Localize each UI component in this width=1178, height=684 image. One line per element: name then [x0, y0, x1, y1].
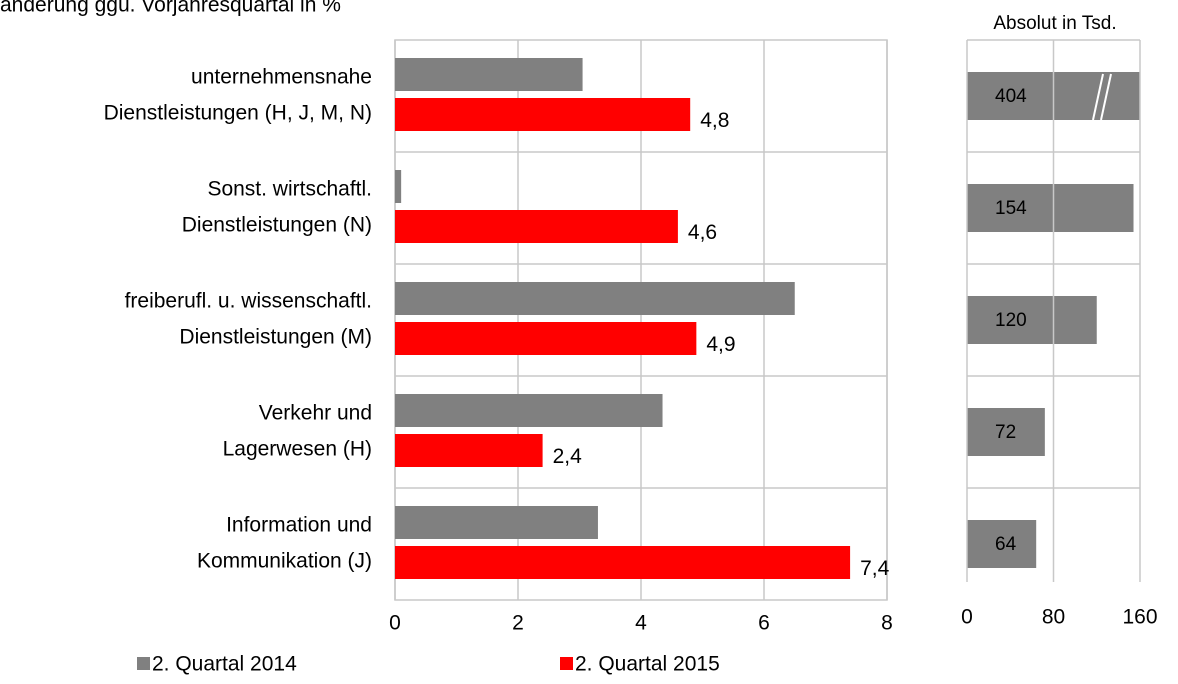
- x-tick-label: 2: [512, 612, 524, 635]
- x-tick-label: 6: [758, 612, 770, 635]
- bar: [967, 520, 1037, 568]
- category-label: Verkehr und: [259, 402, 372, 425]
- plot-main: 0 2 4 6 8 unternehmensnahe Dienstleistungen (H…: [104, 39, 893, 676]
- value-label: 4,8: [700, 109, 729, 132]
- bar: [967, 296, 1097, 344]
- value-label: 120: [995, 310, 1027, 331]
- bar: [395, 170, 402, 203]
- bar: [395, 322, 697, 355]
- bar: [395, 282, 795, 315]
- x-tick-label: 8: [881, 612, 893, 635]
- x-tick-label: 0: [961, 606, 973, 629]
- bar: [395, 506, 598, 539]
- value-label: 154: [995, 198, 1027, 219]
- x-tick-label: 0: [389, 612, 401, 635]
- bar: [967, 184, 1134, 232]
- category-label: Lagerwesen (H): [223, 438, 372, 461]
- bar: [967, 408, 1045, 456]
- legend-label: 2. Quartal 2014: [152, 653, 297, 676]
- plot-absolute: [967, 72, 1140, 568]
- chart-title: änderung ggü. Vorjahresquartal in %: [0, 0, 341, 17]
- category-label: freiberufl. u. wissenschaftl.: [125, 290, 372, 313]
- x-tick-label: 80: [1042, 606, 1065, 629]
- category-label: Information und: [226, 514, 372, 537]
- bar: [395, 98, 691, 131]
- value-label: 404: [995, 86, 1027, 107]
- category-label: Sonst. wirtschaftl.: [207, 178, 372, 201]
- legend-label: 2. Quartal 2015: [575, 653, 720, 676]
- bar: [395, 394, 663, 427]
- category-label: Dienstleistungen (M): [179, 326, 372, 349]
- bar: [395, 434, 543, 467]
- plot-border: [394, 39, 888, 601]
- value-label: 2,4: [553, 445, 583, 468]
- category-label: unternehmensnahe: [191, 66, 372, 89]
- value-label: 7,4: [860, 557, 890, 580]
- x-tick-label: 160: [1122, 606, 1157, 629]
- break-mark: [1100, 73, 1112, 121]
- category-label: Kommunikation (J): [197, 550, 372, 573]
- category-label: Dienstleistungen (N): [182, 214, 372, 237]
- legend-swatch: [560, 657, 573, 670]
- value-label: 64: [995, 534, 1017, 555]
- bar: [395, 58, 583, 91]
- break-mark: [1092, 73, 1104, 121]
- x-tick-label: 4: [635, 612, 647, 635]
- chart-title: Absolut in Tsd.: [993, 13, 1116, 34]
- value-label: 4,6: [688, 221, 717, 244]
- bar: [395, 546, 851, 579]
- bar: [395, 210, 678, 243]
- category-label: Dienstleistungen (H, J, M, N): [104, 102, 372, 125]
- legend-swatch: [137, 657, 150, 670]
- value-label: 4,9: [706, 333, 735, 356]
- value-label: 72: [995, 422, 1016, 443]
- overlay: 0 80 160 404 154 120 72 64: [961, 39, 1158, 629]
